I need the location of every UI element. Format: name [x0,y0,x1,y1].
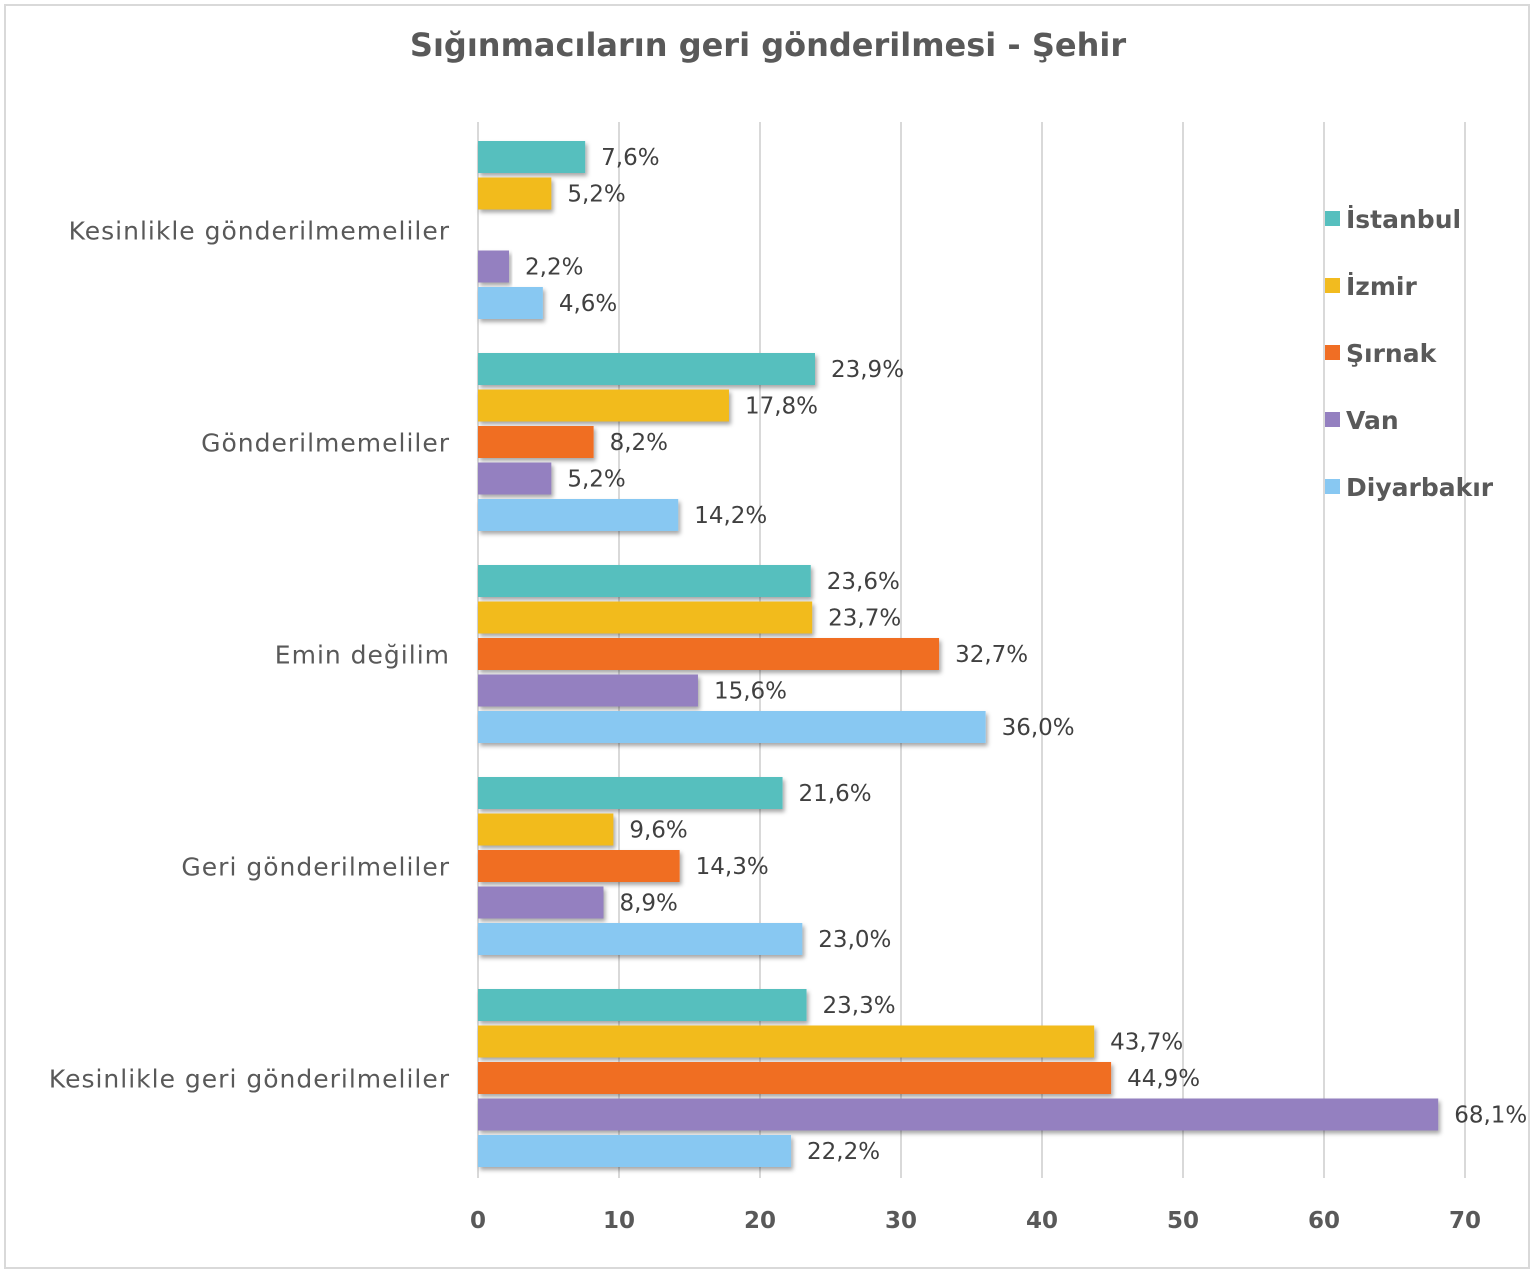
data-label: 36,0% [1002,715,1075,741]
data-label: 2,2% [525,255,583,281]
data-label: 23,6% [827,569,900,595]
legend: İstanbul İzmir Şırnak Van Diyarbakır [1325,204,1494,502]
data-label: 68,1% [1454,1103,1527,1129]
bar [478,1135,792,1167]
category-label: Kesinlikle gönderilmemeliler [69,216,450,245]
bar [478,886,604,919]
bar [478,813,614,846]
bar [478,1025,1095,1058]
value-labels: 7,6% 5,2% 2,2% 4,6% 23,9% 17,8% 8,2% 5,2% 14,2% 2… [525,145,1527,1165]
data-label: 14,3% [696,854,769,880]
bar [478,674,698,707]
data-label: 9,6% [629,818,687,844]
category-labels: Kesinlikle gönderilmemeliler Gönderilmeme… [49,216,450,1093]
data-label: 5,2% [567,467,625,493]
x-tick-label: 70 [1449,1208,1481,1234]
x-tick-label: 30 [885,1208,917,1234]
data-label: 17,8% [745,394,818,420]
bar [478,141,586,173]
bar [478,287,543,319]
legend-swatch [1325,345,1340,360]
bar [478,353,815,385]
category-label: Gönderilmemeliler [201,428,450,457]
legend-swatch [1325,479,1340,494]
legend-label: Şırnak [1346,339,1438,368]
chart-title: Sığınmacıların geri gönderilmesi - Şehir [409,26,1127,64]
bar [478,711,986,743]
x-tick-label: 20 [744,1208,776,1234]
data-label: 8,2% [610,430,668,456]
bar [478,923,803,955]
legend-label: Diyarbakır [1346,473,1494,502]
category-label: Geri gönderilmeliler [181,852,450,881]
bar [478,1098,1439,1131]
data-label: 8,9% [619,891,677,917]
bar [478,565,811,597]
bar [478,601,813,634]
legend-swatch [1325,412,1340,427]
bar [478,850,680,882]
data-label: 32,7% [955,642,1028,668]
data-label: 23,7% [828,606,901,632]
data-label: 5,2% [567,182,625,208]
x-axis-ticks: 0 10 20 30 40 50 60 70 [470,1208,1481,1234]
data-label: 21,6% [799,781,872,807]
legend-swatch [1325,278,1340,293]
data-label: 23,9% [831,357,904,383]
data-label: 23,3% [823,993,896,1019]
legend-swatch [1325,211,1340,226]
data-label: 7,6% [601,145,659,171]
legend-label: İstanbul [1346,204,1461,234]
bars [478,141,1439,1167]
x-tick-label: 0 [470,1208,486,1234]
bar [478,177,552,210]
data-label: 44,9% [1127,1066,1200,1092]
data-label: 43,7% [1110,1030,1183,1056]
x-tick-label: 40 [1026,1208,1058,1234]
bar [478,1062,1112,1094]
chart-frame [4,4,1530,1269]
data-label: 14,2% [694,503,767,529]
bar [478,499,679,531]
bar [478,462,552,495]
bar [478,638,940,670]
x-tick-label: 10 [603,1208,635,1234]
legend-label: İzmir [1346,271,1417,301]
bar [478,426,594,458]
data-label: 15,6% [714,679,787,705]
x-tick-label: 50 [1167,1208,1199,1234]
x-tick-label: 60 [1308,1208,1340,1234]
category-label: Kesinlikle geri gönderilmeliler [49,1064,450,1093]
data-label: 22,2% [807,1139,880,1165]
data-label: 4,6% [559,291,617,317]
legend-label: Van [1346,406,1399,435]
data-label: 23,0% [818,927,891,953]
bar [478,389,729,422]
bar [478,777,783,809]
bar [478,989,807,1021]
bar [478,250,510,283]
category-label: Emin değilim [275,640,450,669]
